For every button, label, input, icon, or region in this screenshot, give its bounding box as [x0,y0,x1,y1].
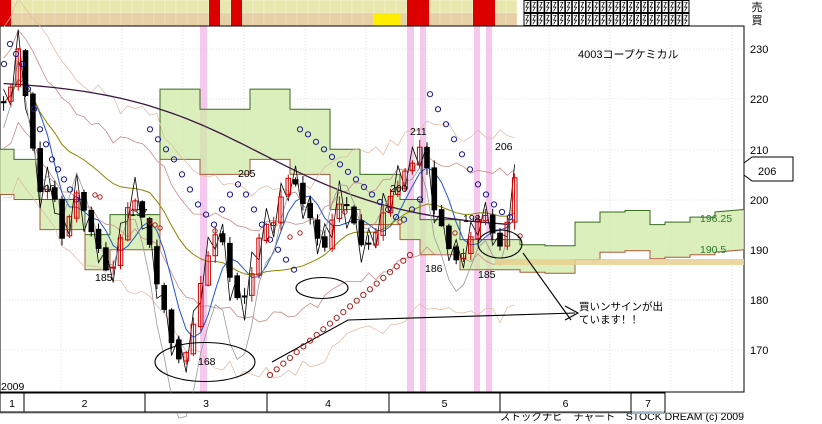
svg-text:230: 230 [750,44,768,56]
svg-text:買: 買 [752,14,763,27]
svg-text:4003コープケミカル: 4003コープケミカル [578,48,678,61]
svg-text:6: 6 [563,398,569,410]
svg-text:売: 売 [752,1,763,14]
svg-text:3: 3 [203,398,209,410]
svg-text:198: 198 [463,213,481,225]
svg-text:200: 200 [38,183,56,195]
svg-text:2009: 2009 [1,381,25,393]
svg-text:2: 2 [82,398,88,410]
svg-text:4: 4 [325,398,331,410]
svg-text:220: 220 [750,94,768,106]
svg-text:206: 206 [495,141,513,153]
svg-text:190: 190 [750,245,768,257]
svg-text:205: 205 [238,168,256,180]
svg-text:ています！！: ています！！ [579,314,642,326]
svg-text:買いンサインが出: 買いンサインが出 [579,300,663,313]
svg-text:5: 5 [442,398,448,410]
svg-text:200: 200 [390,183,408,195]
svg-text:211: 211 [410,126,427,138]
svg-text:197: 197 [130,207,148,219]
svg-text:170: 170 [750,345,768,357]
svg-text:1: 1 [9,398,15,410]
svg-text:206: 206 [758,166,776,178]
svg-text:196.25: 196.25 [700,213,732,225]
svg-text:185: 185 [95,272,113,284]
svg-text:185: 185 [478,269,496,281]
svg-text:168: 168 [198,356,216,368]
svg-text:186: 186 [425,263,443,275]
svg-text:190.5: 190.5 [700,244,726,256]
svg-text:210: 210 [750,145,768,157]
svg-text:180: 180 [750,295,768,307]
svg-text:200: 200 [750,195,768,207]
svg-text:7: 7 [645,398,651,410]
